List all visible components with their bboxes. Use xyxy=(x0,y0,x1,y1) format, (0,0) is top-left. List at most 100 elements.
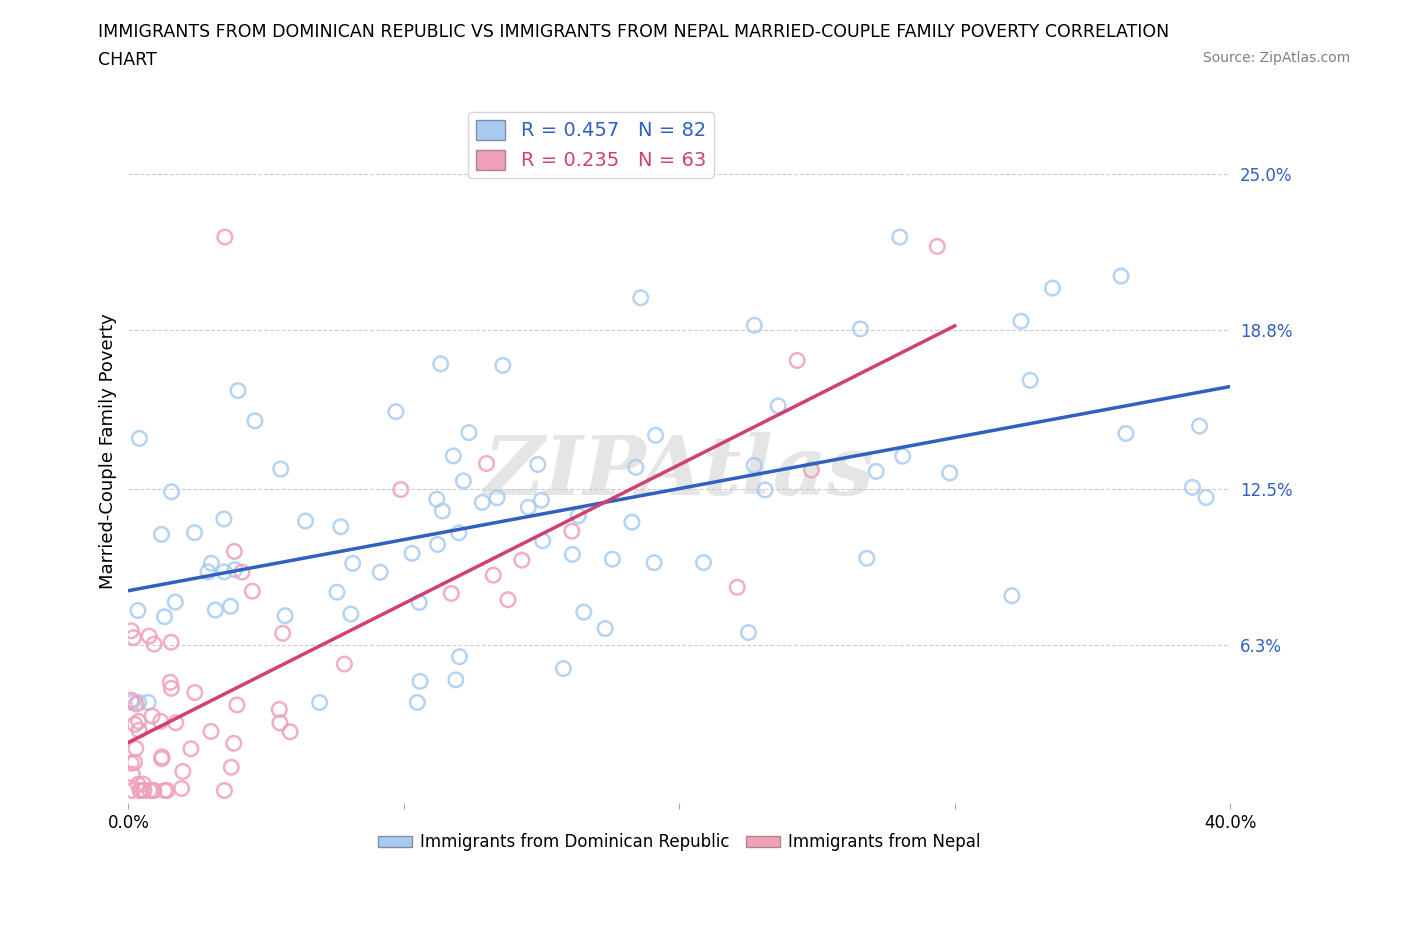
Point xyxy=(1181,480,1204,495)
Point xyxy=(308,695,330,710)
Point xyxy=(212,512,235,526)
Point xyxy=(1010,313,1032,328)
Point xyxy=(149,714,172,729)
Point xyxy=(214,783,236,798)
Point xyxy=(453,473,475,488)
Point xyxy=(160,635,183,650)
Point xyxy=(620,514,643,529)
Point xyxy=(128,431,150,445)
Point xyxy=(278,724,301,739)
Point xyxy=(441,448,464,463)
Point xyxy=(132,777,155,791)
Point xyxy=(409,674,432,689)
Point xyxy=(120,623,142,638)
Point xyxy=(329,519,352,534)
Point xyxy=(150,527,173,542)
Point xyxy=(766,398,789,413)
Point xyxy=(432,503,454,518)
Point xyxy=(471,495,494,510)
Legend: Immigrants from Dominican Republic, Immigrants from Nepal: Immigrants from Dominican Republic, Immi… xyxy=(371,827,987,858)
Point xyxy=(129,783,152,798)
Point xyxy=(121,766,143,781)
Point xyxy=(183,525,205,540)
Point xyxy=(243,414,266,429)
Point xyxy=(561,524,583,538)
Point xyxy=(737,625,759,640)
Point xyxy=(426,492,449,507)
Point xyxy=(593,621,616,636)
Point xyxy=(143,783,166,798)
Point xyxy=(160,681,183,696)
Point xyxy=(482,567,505,582)
Point xyxy=(180,741,202,756)
Point xyxy=(197,565,219,579)
Point xyxy=(132,783,155,798)
Text: CHART: CHART xyxy=(98,51,157,69)
Point xyxy=(492,358,515,373)
Point xyxy=(889,230,911,245)
Point xyxy=(475,456,498,471)
Point xyxy=(496,592,519,607)
Point xyxy=(567,509,589,524)
Point xyxy=(527,457,550,472)
Point xyxy=(938,466,960,481)
Point xyxy=(644,428,666,443)
Point xyxy=(150,751,173,766)
Point xyxy=(124,717,146,732)
Point xyxy=(531,534,554,549)
Point xyxy=(856,551,879,565)
Point xyxy=(150,750,173,764)
Point xyxy=(630,290,652,305)
Point xyxy=(270,461,292,476)
Point xyxy=(1109,269,1132,284)
Point xyxy=(153,609,176,624)
Point xyxy=(786,353,808,368)
Point xyxy=(121,695,143,710)
Point xyxy=(121,783,143,798)
Point xyxy=(572,604,595,619)
Point xyxy=(1115,426,1137,441)
Point xyxy=(440,586,463,601)
Point xyxy=(153,783,176,798)
Point xyxy=(122,631,145,645)
Point xyxy=(128,714,150,729)
Point xyxy=(200,556,222,571)
Point xyxy=(222,736,245,751)
Point xyxy=(129,783,152,798)
Point xyxy=(891,449,914,464)
Point xyxy=(165,715,187,730)
Point xyxy=(1188,418,1211,433)
Point xyxy=(159,675,181,690)
Point xyxy=(128,723,150,737)
Point xyxy=(530,493,553,508)
Point xyxy=(226,698,249,712)
Point xyxy=(212,565,235,579)
Point xyxy=(240,584,263,599)
Point xyxy=(221,760,243,775)
Point xyxy=(643,555,665,570)
Text: ZIPAtlas: ZIPAtlas xyxy=(484,432,875,512)
Point xyxy=(692,555,714,570)
Point xyxy=(426,537,449,551)
Point xyxy=(127,777,149,791)
Point xyxy=(486,490,509,505)
Point xyxy=(143,637,166,652)
Point xyxy=(725,579,748,594)
Point xyxy=(510,552,533,567)
Point xyxy=(340,606,363,621)
Point xyxy=(204,603,226,618)
Point xyxy=(172,764,194,778)
Point xyxy=(219,599,242,614)
Point xyxy=(156,783,179,798)
Point xyxy=(120,756,142,771)
Point xyxy=(200,724,222,739)
Point xyxy=(927,239,949,254)
Point xyxy=(385,405,408,419)
Point xyxy=(368,565,391,579)
Point xyxy=(141,709,163,724)
Point xyxy=(389,482,412,497)
Point xyxy=(132,783,155,798)
Point xyxy=(129,783,152,798)
Text: IMMIGRANTS FROM DOMINICAN REPUBLIC VS IMMIGRANTS FROM NEPAL MARRIED-COUPLE FAMIL: IMMIGRANTS FROM DOMINICAN REPUBLIC VS IM… xyxy=(98,23,1170,41)
Point xyxy=(271,626,294,641)
